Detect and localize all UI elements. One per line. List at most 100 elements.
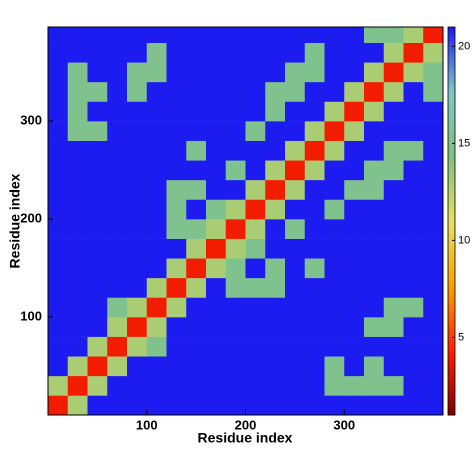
heatmap-cell [67, 121, 88, 141]
heatmap-cell [67, 27, 88, 43]
heatmap-cell [225, 219, 246, 239]
colorbar-slice [448, 379, 455, 384]
x-tick-label: 100 [136, 417, 158, 432]
x-tick-label: 200 [235, 417, 257, 432]
heatmap-cell [304, 356, 325, 377]
heatmap-cell [225, 81, 246, 102]
heatmap-cell [265, 101, 286, 122]
colorbar-slice [448, 39, 455, 44]
colorbar-slice [448, 392, 455, 397]
colorbar-slice [448, 376, 455, 380]
heatmap-cell [127, 375, 148, 396]
colorbar-slice [448, 240, 455, 245]
heatmap-cell [127, 356, 148, 377]
heatmap-cell [87, 42, 108, 63]
heatmap-cell [265, 297, 286, 318]
colorbar-slice [448, 130, 455, 135]
colorbar-slice [448, 169, 455, 173]
heatmap-cell [324, 81, 345, 102]
heatmap-cell [206, 238, 227, 259]
colorbar-slice [448, 172, 455, 177]
colorbar-slice [448, 356, 455, 361]
colorbar-slice [448, 111, 455, 115]
heatmap-cell [344, 101, 365, 122]
heatmap-cell [186, 356, 207, 377]
heatmap-cell [67, 238, 88, 259]
heatmap-cell [403, 219, 424, 239]
heatmap-cell [324, 356, 345, 377]
colorbar-slice [448, 305, 455, 309]
heatmap-cell [225, 101, 246, 122]
colorbar-slice [448, 195, 455, 199]
heatmap-cell [403, 199, 424, 220]
heatmap-cell [186, 277, 207, 298]
colorbar-slice [448, 178, 455, 183]
heatmap-cell [403, 62, 424, 83]
heatmap-cell [383, 395, 404, 415]
heatmap-cell [206, 140, 227, 161]
colorbar-slice [448, 366, 455, 371]
y-axis-label: Residue index [7, 173, 23, 268]
heatmap-cell [285, 395, 306, 415]
heatmap-cell [245, 317, 266, 337]
heatmap-cell [146, 42, 167, 63]
heatmap-cell [383, 199, 404, 220]
colorbar-slice [448, 33, 455, 38]
heatmap-cell [146, 297, 167, 318]
heatmap-cell [87, 219, 108, 239]
heatmap-cell [225, 62, 246, 83]
heatmap-cell [225, 199, 246, 220]
heatmap-cell [48, 199, 69, 220]
heatmap-cell [403, 356, 424, 377]
heatmap-cell [364, 140, 385, 161]
heatmap-cell [265, 277, 286, 298]
heatmap-cell [383, 101, 404, 122]
heatmap-cell [403, 297, 424, 318]
heatmap-cell [206, 297, 227, 318]
heatmap-cell [304, 42, 325, 63]
heatmap-cell [383, 238, 404, 259]
heatmap-cell [285, 81, 306, 102]
heatmap-cell [186, 62, 207, 83]
heatmap-cell [186, 219, 207, 239]
heatmap-cell [364, 317, 385, 337]
heatmap-cell [127, 199, 148, 220]
heatmap-cell [146, 140, 167, 161]
colorbar-slice [448, 327, 455, 332]
heatmap-cell [48, 336, 69, 357]
heatmap-cell [403, 81, 424, 102]
heatmap-cell [364, 42, 385, 63]
heatmap-cell [245, 27, 266, 43]
colorbar-slice [448, 279, 455, 283]
colorbar-slice [448, 363, 455, 367]
heatmap-cell [245, 297, 266, 318]
heatmap-cell [344, 140, 365, 161]
heatmap-cell [87, 356, 108, 377]
colorbar-slice [448, 146, 455, 151]
colorbar-slice [448, 69, 455, 73]
colorbar-slice [448, 78, 455, 83]
heatmap-cell [146, 179, 167, 200]
heatmap-cell [285, 317, 306, 337]
heatmap-cell [186, 199, 207, 220]
heatmap-cell [166, 336, 187, 357]
heatmap-cell [285, 179, 306, 200]
heatmap-cell [423, 297, 443, 318]
colorbar-slice [448, 81, 455, 86]
colorbar-slice [448, 385, 455, 390]
heatmap-cell [67, 297, 88, 318]
heatmap-cell [344, 81, 365, 102]
heatmap-cell [245, 375, 266, 396]
heatmap-cell [285, 27, 306, 43]
heatmap-cell [403, 42, 424, 63]
heatmap-cell [206, 27, 227, 43]
colorbar-slice [448, 408, 455, 413]
heatmap-cell [48, 297, 69, 318]
heatmap-cell [206, 199, 227, 220]
heatmap-cell [403, 238, 424, 259]
heatmap-cell [107, 140, 128, 161]
heatmap-cell [206, 81, 227, 102]
heatmap-cell [265, 42, 286, 63]
colorbar-slice [448, 389, 455, 393]
